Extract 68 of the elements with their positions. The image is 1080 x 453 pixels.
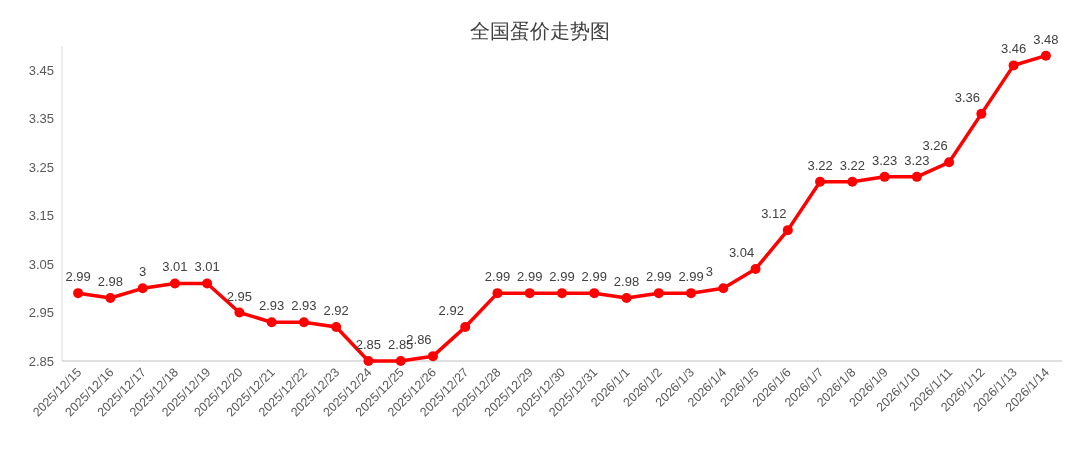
data-label: 2.99 <box>549 269 575 285</box>
data-label: 2.99 <box>581 269 607 285</box>
data-label: 2.99 <box>65 269 91 285</box>
point <box>686 288 697 299</box>
data-label: 2.98 <box>613 274 640 289</box>
data-label: 2.98 <box>97 274 124 289</box>
data-label: 3.26 <box>922 138 948 154</box>
point <box>589 288 600 299</box>
point <box>524 288 535 299</box>
point <box>298 317 309 328</box>
point <box>331 322 342 333</box>
chart-title: 全国蛋价走势图 <box>470 19 610 43</box>
point <box>169 278 180 289</box>
data-label: 3.36 <box>954 89 981 105</box>
data-label: 3.48 <box>1033 31 1059 47</box>
data-label: 2.99 <box>678 269 704 285</box>
data-label: 2.99 <box>517 269 543 285</box>
point <box>1008 60 1019 71</box>
point <box>105 293 116 303</box>
data-label: 3.23 <box>904 152 930 168</box>
data-label: 3.22 <box>807 157 833 173</box>
point <box>879 171 890 182</box>
y-tick-label: 2.95 <box>28 305 54 321</box>
point <box>944 157 955 168</box>
point <box>363 356 374 366</box>
point <box>815 176 826 187</box>
data-label: 3.12 <box>761 206 787 222</box>
data-label: 2.93 <box>291 298 317 314</box>
point <box>653 288 664 299</box>
y-tick-label: 3.05 <box>28 256 54 272</box>
data-label: 3.01 <box>162 259 188 275</box>
point <box>782 225 793 236</box>
y-tick-label: 3.15 <box>28 208 54 224</box>
data-label: 3 <box>705 264 713 280</box>
data-label: 2.99 <box>646 269 672 285</box>
data-label: 2.95 <box>226 288 253 304</box>
data-label: 2.85 <box>355 337 382 352</box>
data-label: 3.23 <box>871 152 898 168</box>
point <box>460 322 471 333</box>
point <box>718 283 729 294</box>
y-tick-label: 3.25 <box>28 159 54 175</box>
point <box>557 288 567 299</box>
point <box>266 317 277 328</box>
point <box>621 293 632 303</box>
point <box>137 283 148 294</box>
point <box>847 176 858 187</box>
data-label: 2.92 <box>323 303 349 319</box>
point <box>750 263 761 274</box>
data-label: 2.99 <box>484 269 511 285</box>
y-tick-label: 2.85 <box>28 353 54 369</box>
point <box>234 307 245 318</box>
data-label: 3 <box>139 264 147 280</box>
data-label: 3.01 <box>194 259 220 275</box>
point <box>911 171 922 182</box>
data-label: 2.93 <box>259 298 285 314</box>
point <box>395 356 406 366</box>
data-label: 3.46 <box>1000 41 1027 57</box>
point <box>427 351 438 362</box>
point <box>1040 50 1051 61</box>
data-label: 3.04 <box>728 244 755 260</box>
data-label: 2.92 <box>438 303 464 319</box>
y-tick-label: 3.35 <box>28 111 54 127</box>
y-tick-label: 3.45 <box>28 62 54 78</box>
point <box>202 278 213 289</box>
point <box>73 288 84 299</box>
data-label: 3.22 <box>839 157 865 173</box>
point <box>976 108 987 119</box>
point <box>492 288 503 299</box>
